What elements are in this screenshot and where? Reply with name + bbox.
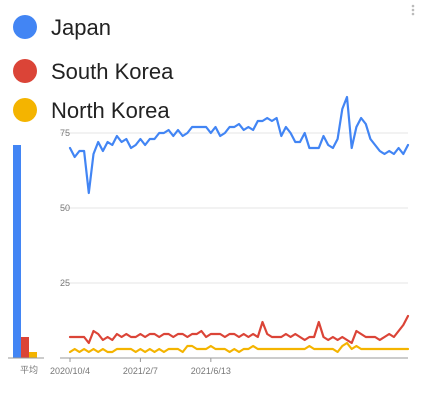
legend-item-south-korea[interactable]: South Korea xyxy=(13,59,174,84)
more-vert-icon[interactable] xyxy=(411,4,415,16)
average-bar-north-korea xyxy=(29,352,37,358)
legend-label-south-korea: South Korea xyxy=(51,59,174,84)
series-lines xyxy=(68,95,410,354)
legend-item-japan[interactable]: Japan xyxy=(13,15,111,40)
series-line-south-korea xyxy=(68,314,410,345)
x-tick-label-0: 2020/10/4 xyxy=(50,366,90,376)
y-tick-label-75: 75 xyxy=(60,128,70,138)
series-line-japan xyxy=(68,95,410,195)
y-tick-label-50: 50 xyxy=(60,203,70,213)
average-bar-japan xyxy=(13,145,21,358)
legend-label-japan: Japan xyxy=(51,15,111,40)
legend-swatch-north-korea xyxy=(13,98,37,122)
y-axis-ticks: 75 50 25 xyxy=(60,128,70,288)
series-line-north-korea xyxy=(68,341,410,354)
legend-swatch-south-korea xyxy=(13,59,37,83)
x-axis-ticks: 2020/10/4 2021/2/7 2021/6/13 xyxy=(50,358,231,376)
y-tick-label-25: 25 xyxy=(60,278,70,288)
x-tick-label-15: 2021/2/7 xyxy=(123,366,158,376)
gridlines xyxy=(60,132,408,359)
average-bar-south-korea xyxy=(21,337,29,358)
legend-swatch-japan xyxy=(13,15,37,39)
x-tick-label-30: 2021/6/13 xyxy=(191,366,231,376)
average-label: 平均 xyxy=(20,364,38,375)
average-bars xyxy=(13,145,37,358)
legend-label-north-korea: North Korea xyxy=(51,98,170,123)
legend-item-north-korea[interactable]: North Korea xyxy=(13,98,170,123)
legend: Japan South Korea North Korea xyxy=(13,15,174,123)
